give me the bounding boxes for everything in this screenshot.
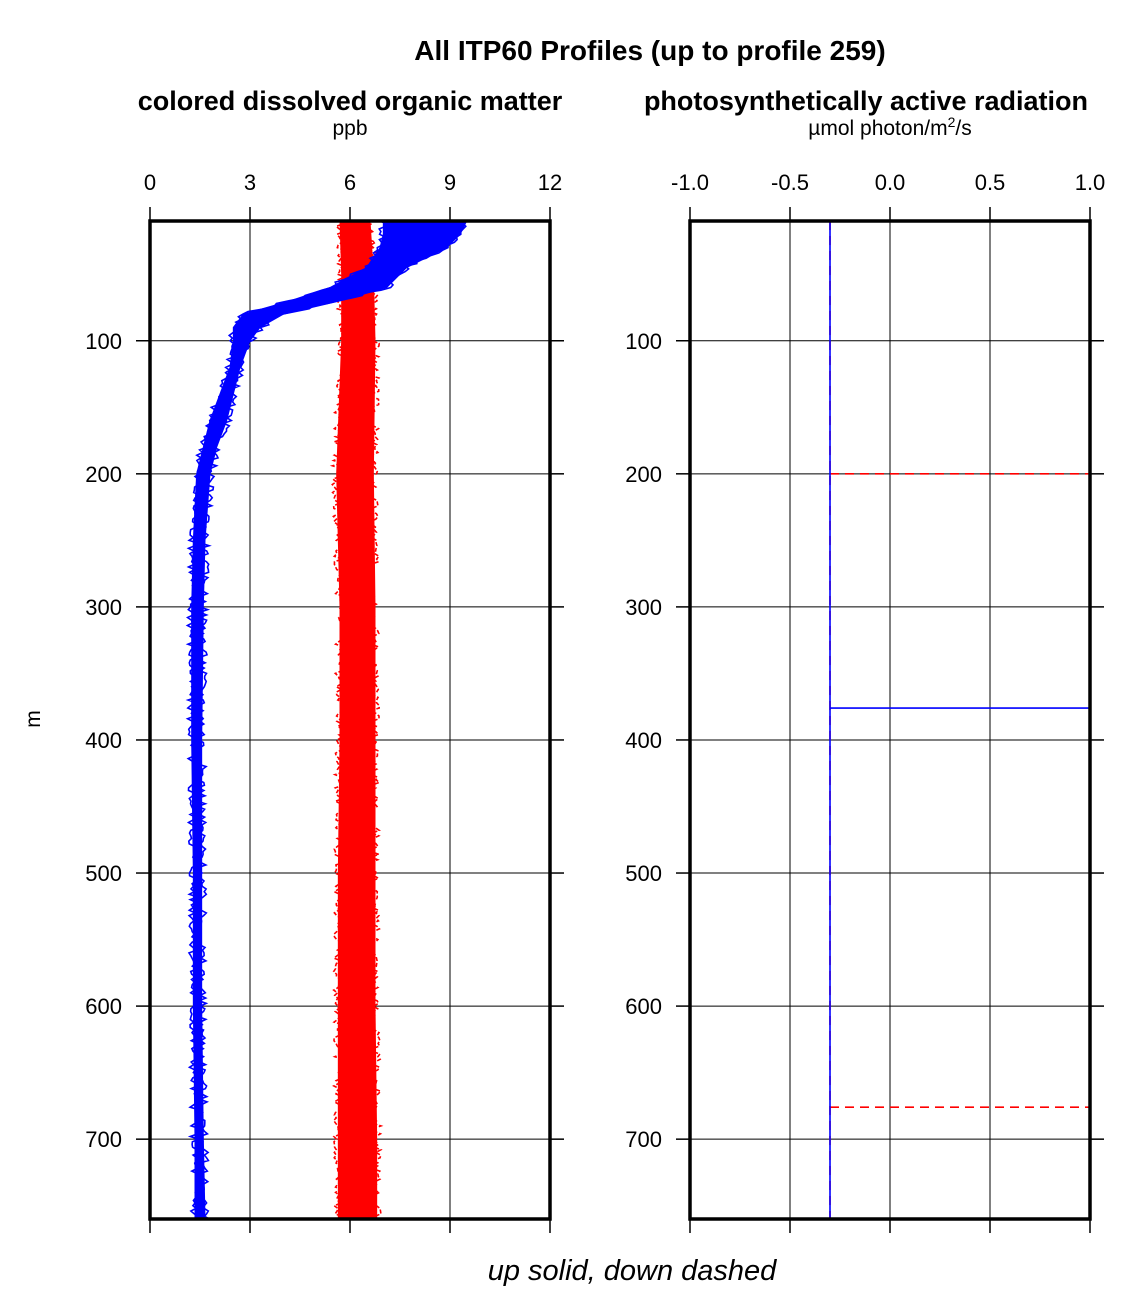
panel-par-series [829,221,1090,1219]
panel-par: photosynthetically active radiation µmol… [625,86,1105,1233]
y-tick-label: 400 [85,728,122,753]
x-tick-label: -0.5 [771,170,809,195]
y-tick-label: 700 [85,1127,122,1152]
y-axis-label: m [22,710,45,728]
panel-cdom-unit: ppb [332,117,367,140]
y-tick-label: 200 [85,462,122,487]
x-tick-label: 0 [144,170,156,195]
series-edge-1-1 [195,220,467,1220]
y-tick-label: 500 [625,861,662,886]
panel-cdom-frame [148,219,552,1221]
x-tick-label: 6 [344,170,356,195]
y-tick-label: 600 [85,994,122,1019]
y-tick-label: 100 [625,329,662,354]
y-tick-label: 100 [85,329,122,354]
x-tick-label: 1.0 [1075,170,1106,195]
x-tick-label: 0.5 [975,170,1006,195]
y-tick-label: 400 [625,728,662,753]
panel-cdom-ticks: 0 3 6 9 12 100 200 300 400 500 600 700 [85,170,564,1233]
panel-par-ticks: -1.0 -0.5 0.0 0.5 1.0 100 200 300 400 500 600 700 [625,170,1105,1233]
series-band-1 [191,220,468,1220]
chart-footer: up solid, down dashed [488,1255,777,1287]
series-edge-1-0 [185,220,388,1220]
y-tick-label: 500 [85,861,122,886]
panel-par-grid [689,221,1091,1219]
x-tick-label: 12 [538,170,562,195]
panel-par-unit-prefix: µmol photon/m [808,117,947,140]
series-edge-0-1 [364,220,384,1220]
x-tick-label: 3 [244,170,256,195]
y-tick-label: 600 [625,994,662,1019]
y-tick-label: 200 [625,462,662,487]
panel-par-unit-suffix: /s [955,117,971,140]
panel-cdom-title: colored dissolved organic matter [138,86,563,116]
y-tick-label: 300 [85,595,122,620]
panel-par-unit-sup: 2 [948,114,956,130]
chart-title: All ITP60 Profiles (up to profile 259) [414,35,885,66]
x-tick-label: 9 [444,170,456,195]
y-tick-label: 300 [625,595,662,620]
x-tick-label: 0.0 [875,170,906,195]
x-tick-label: -1.0 [671,170,709,195]
panel-cdom-series [185,220,468,1220]
series-edge-0-0 [329,220,349,1220]
y-tick-label: 700 [625,1127,662,1152]
panel-par-frame [688,219,1092,1221]
panel-par-title: photosynthetically active radiation [644,86,1088,116]
panel-par-unit: µmol photon/m2/s [808,114,971,140]
panel-cdom: colored dissolved organic matter ppb 0 3 6… [85,86,564,1233]
